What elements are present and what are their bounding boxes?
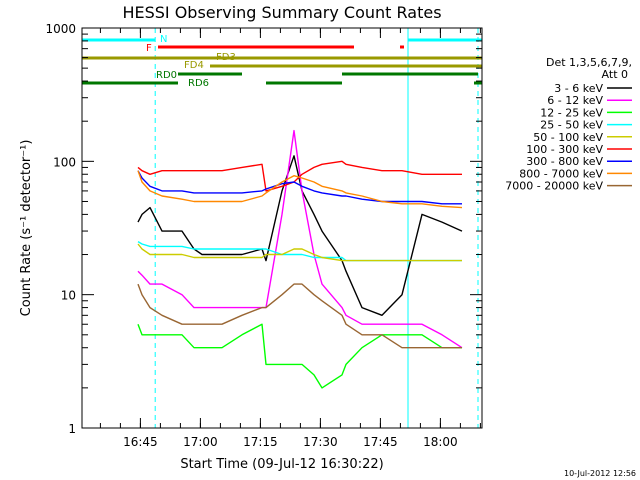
legend-entry-label: 800 - 7000 keV — [519, 167, 603, 180]
series-line-7 — [137, 170, 463, 209]
legend-header-attenuator: Att 0 — [602, 68, 628, 81]
flag-bar-rd6-1 — [266, 81, 342, 85]
legend-header-detectors: Det 1,3,5,6,7,9, — [546, 56, 632, 69]
plot-frame — [81, 27, 483, 429]
flag-bar-rd6-0 — [82, 81, 178, 85]
series-line-4 — [137, 243, 462, 262]
plot-area: NF FD3 FD4 RD0 RD6 — [82, 28, 482, 428]
series-line-1 — [137, 129, 463, 349]
x-tick-label: 17:15 — [243, 435, 278, 449]
legend-entry-label: 100 - 300 keV — [526, 143, 603, 156]
x-tick-label: 16:45 — [123, 435, 158, 449]
timestamp: 10-Jul-2012 12:56 — [564, 469, 636, 478]
y-tick-label: 100 — [53, 155, 76, 169]
flag-label-fd3: FD3 — [216, 52, 236, 63]
y-axis-label: Count Rate (s⁻¹ detector⁻¹) — [19, 140, 34, 317]
flag-label-n: N — [160, 34, 167, 45]
axes: 16:45 17:00 17:15 17:30 17:45 18:00 1 10 100 1000 — [45, 22, 482, 449]
x-tick-label: 17:30 — [303, 435, 338, 449]
x-tick-label: 17:00 — [183, 435, 218, 449]
flag-bar-fd3-0 — [82, 56, 482, 60]
flag-bar-fd4-0 — [210, 64, 482, 68]
flag-bar-n-1 — [408, 38, 482, 42]
legend-entry-label: 300 - 800 keV — [526, 155, 603, 168]
legend-entry-label: 6 - 12 keV — [547, 94, 603, 107]
flag-bar-rd0-0 — [178, 72, 242, 76]
y-tick-label: 1 — [68, 422, 76, 436]
flag-label-f: F — [146, 43, 152, 54]
flag-label-rd0: RD0 — [156, 70, 177, 81]
legend-entry-label: 25 - 50 keV — [540, 119, 603, 132]
series-line-5 — [137, 160, 462, 192]
flag-label-rd6: RD6 — [188, 78, 209, 89]
legend-entry-label: 12 - 25 keV — [540, 106, 603, 119]
series-line-2 — [137, 323, 462, 389]
flag-bar-rd0-1 — [342, 72, 478, 76]
x-tick-label: 18:00 — [423, 435, 458, 449]
chart-title: HESSI Observing Summary Count Rates — [122, 3, 441, 22]
x-axis-label: Start Time (09-Jul-12 16:30:22) — [180, 457, 383, 472]
legend-entry-label: 3 - 6 keV — [554, 82, 603, 95]
flag-bar-rd6-2 — [474, 81, 482, 85]
series-line-8 — [137, 283, 462, 349]
x-tick-label: 17:45 — [363, 435, 398, 449]
y-tick-label: 1000 — [45, 22, 76, 36]
flag-bar-f-0 — [158, 45, 354, 49]
y-tick-label: 10 — [61, 289, 76, 303]
legend-entry-label: 7000 - 20000 keV — [505, 180, 603, 193]
flag-bar-f-1 — [400, 45, 404, 49]
flag-label-fd4: FD4 — [184, 60, 204, 71]
flag-bar-n-0 — [82, 38, 156, 42]
legend-entry-label: 50 - 100 keV — [533, 131, 603, 144]
